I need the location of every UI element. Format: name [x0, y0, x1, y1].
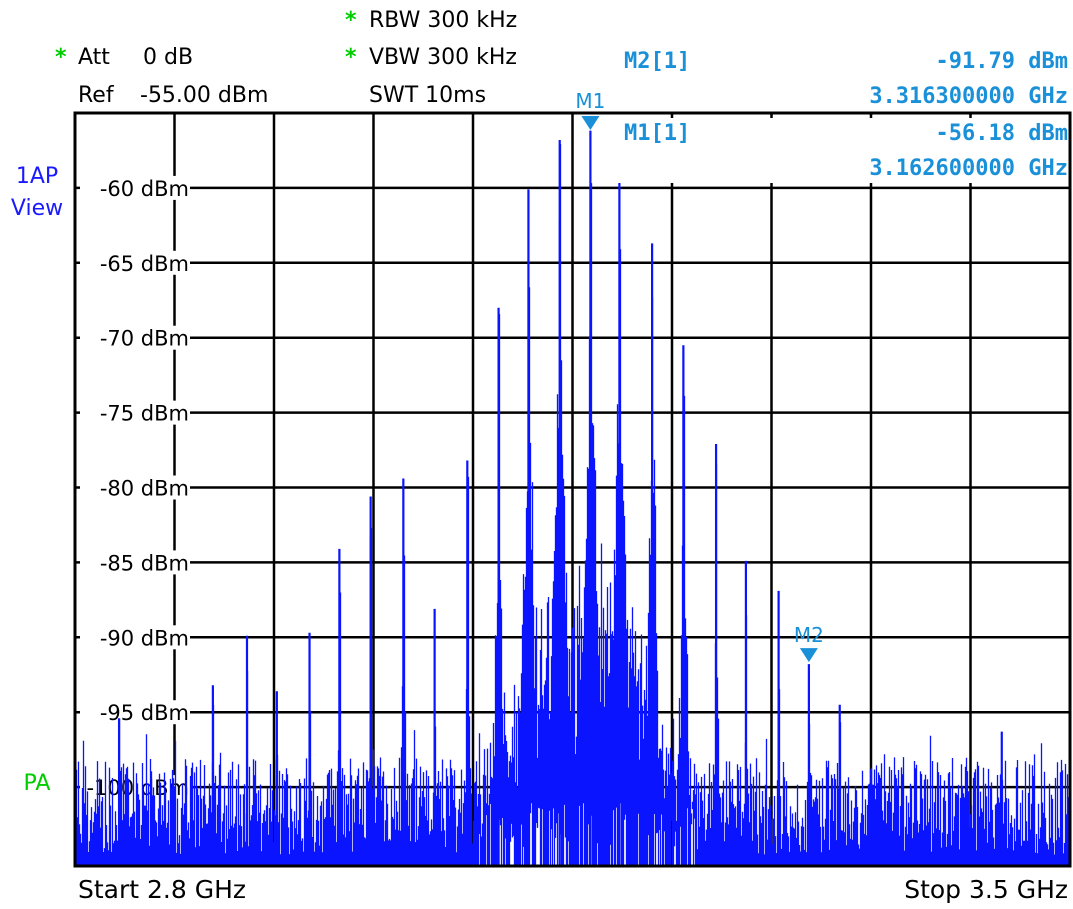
markers: M1 M2: [575, 89, 824, 663]
rbw-asterisk: *: [345, 8, 357, 33]
trace-mode-label: 1AP: [16, 164, 58, 189]
y-label-background: [80, 550, 190, 575]
y-label-background: [80, 175, 190, 200]
m2-readout-freq: 3.316300000 GHz: [869, 84, 1068, 109]
att-asterisk: *: [55, 45, 67, 70]
view-label: View: [11, 196, 63, 221]
ref-value: -55.00 dBm: [140, 83, 268, 108]
spectrum-peaks: [117, 130, 1003, 865]
marker-triangle-icon: [581, 116, 600, 130]
m1-readout-freq: 3.162600000 GHz: [869, 156, 1068, 181]
start-frequency: Start 2.8 GHz: [78, 875, 246, 904]
y-tick-label: -70 dBm: [100, 327, 189, 351]
marker-triangle-icon: [799, 648, 818, 663]
y-tick-label: -75 dBm: [100, 402, 189, 426]
y-tick-label: -60 dBm: [100, 177, 189, 201]
y-label-background: [80, 325, 190, 350]
plot-frame: [73, 111, 1072, 868]
y-label-background: [80, 700, 190, 725]
y-tick-label: -85 dBm: [100, 551, 189, 575]
stop-frequency: Stop 3.5 GHz: [904, 875, 1068, 904]
vbw-setting: VBW 300 kHz: [369, 45, 517, 70]
y-label-background: [80, 475, 190, 500]
marker-label: M2: [794, 623, 824, 647]
y-tick-label: -65 dBm: [100, 252, 189, 276]
y-tick-label: -80 dBm: [100, 477, 189, 501]
swt-setting: SWT 10ms: [369, 83, 486, 108]
marker-label: M1: [575, 89, 605, 113]
m1-readout-name: M1[1]: [624, 121, 690, 146]
att-value: 0 dB: [143, 45, 193, 70]
y-tick-label: -90 dBm: [100, 626, 189, 650]
m2-readout-level: -91.79 dBm: [936, 49, 1068, 74]
att-label: Att: [78, 45, 110, 70]
m1-readout-box: [602, 115, 1068, 183]
rbw-setting: RBW 300 kHz: [369, 8, 517, 33]
ref-label: Ref: [78, 83, 115, 108]
pa-label: PA: [24, 771, 51, 796]
y-axis-labels: -60 dBm -65 dBm -70 dBm -75 dBm -80 dBm -85 d…: [80, 175, 190, 800]
vbw-asterisk: *: [345, 45, 357, 70]
y-label-background: [80, 625, 190, 650]
m1-readout-level: -56.18 dBm: [936, 121, 1068, 146]
y-tick-label: -95 dBm: [100, 701, 189, 725]
m2-readout-name: M2[1]: [624, 49, 690, 74]
y-label-background: [80, 250, 190, 275]
y-label-background: [80, 400, 190, 425]
